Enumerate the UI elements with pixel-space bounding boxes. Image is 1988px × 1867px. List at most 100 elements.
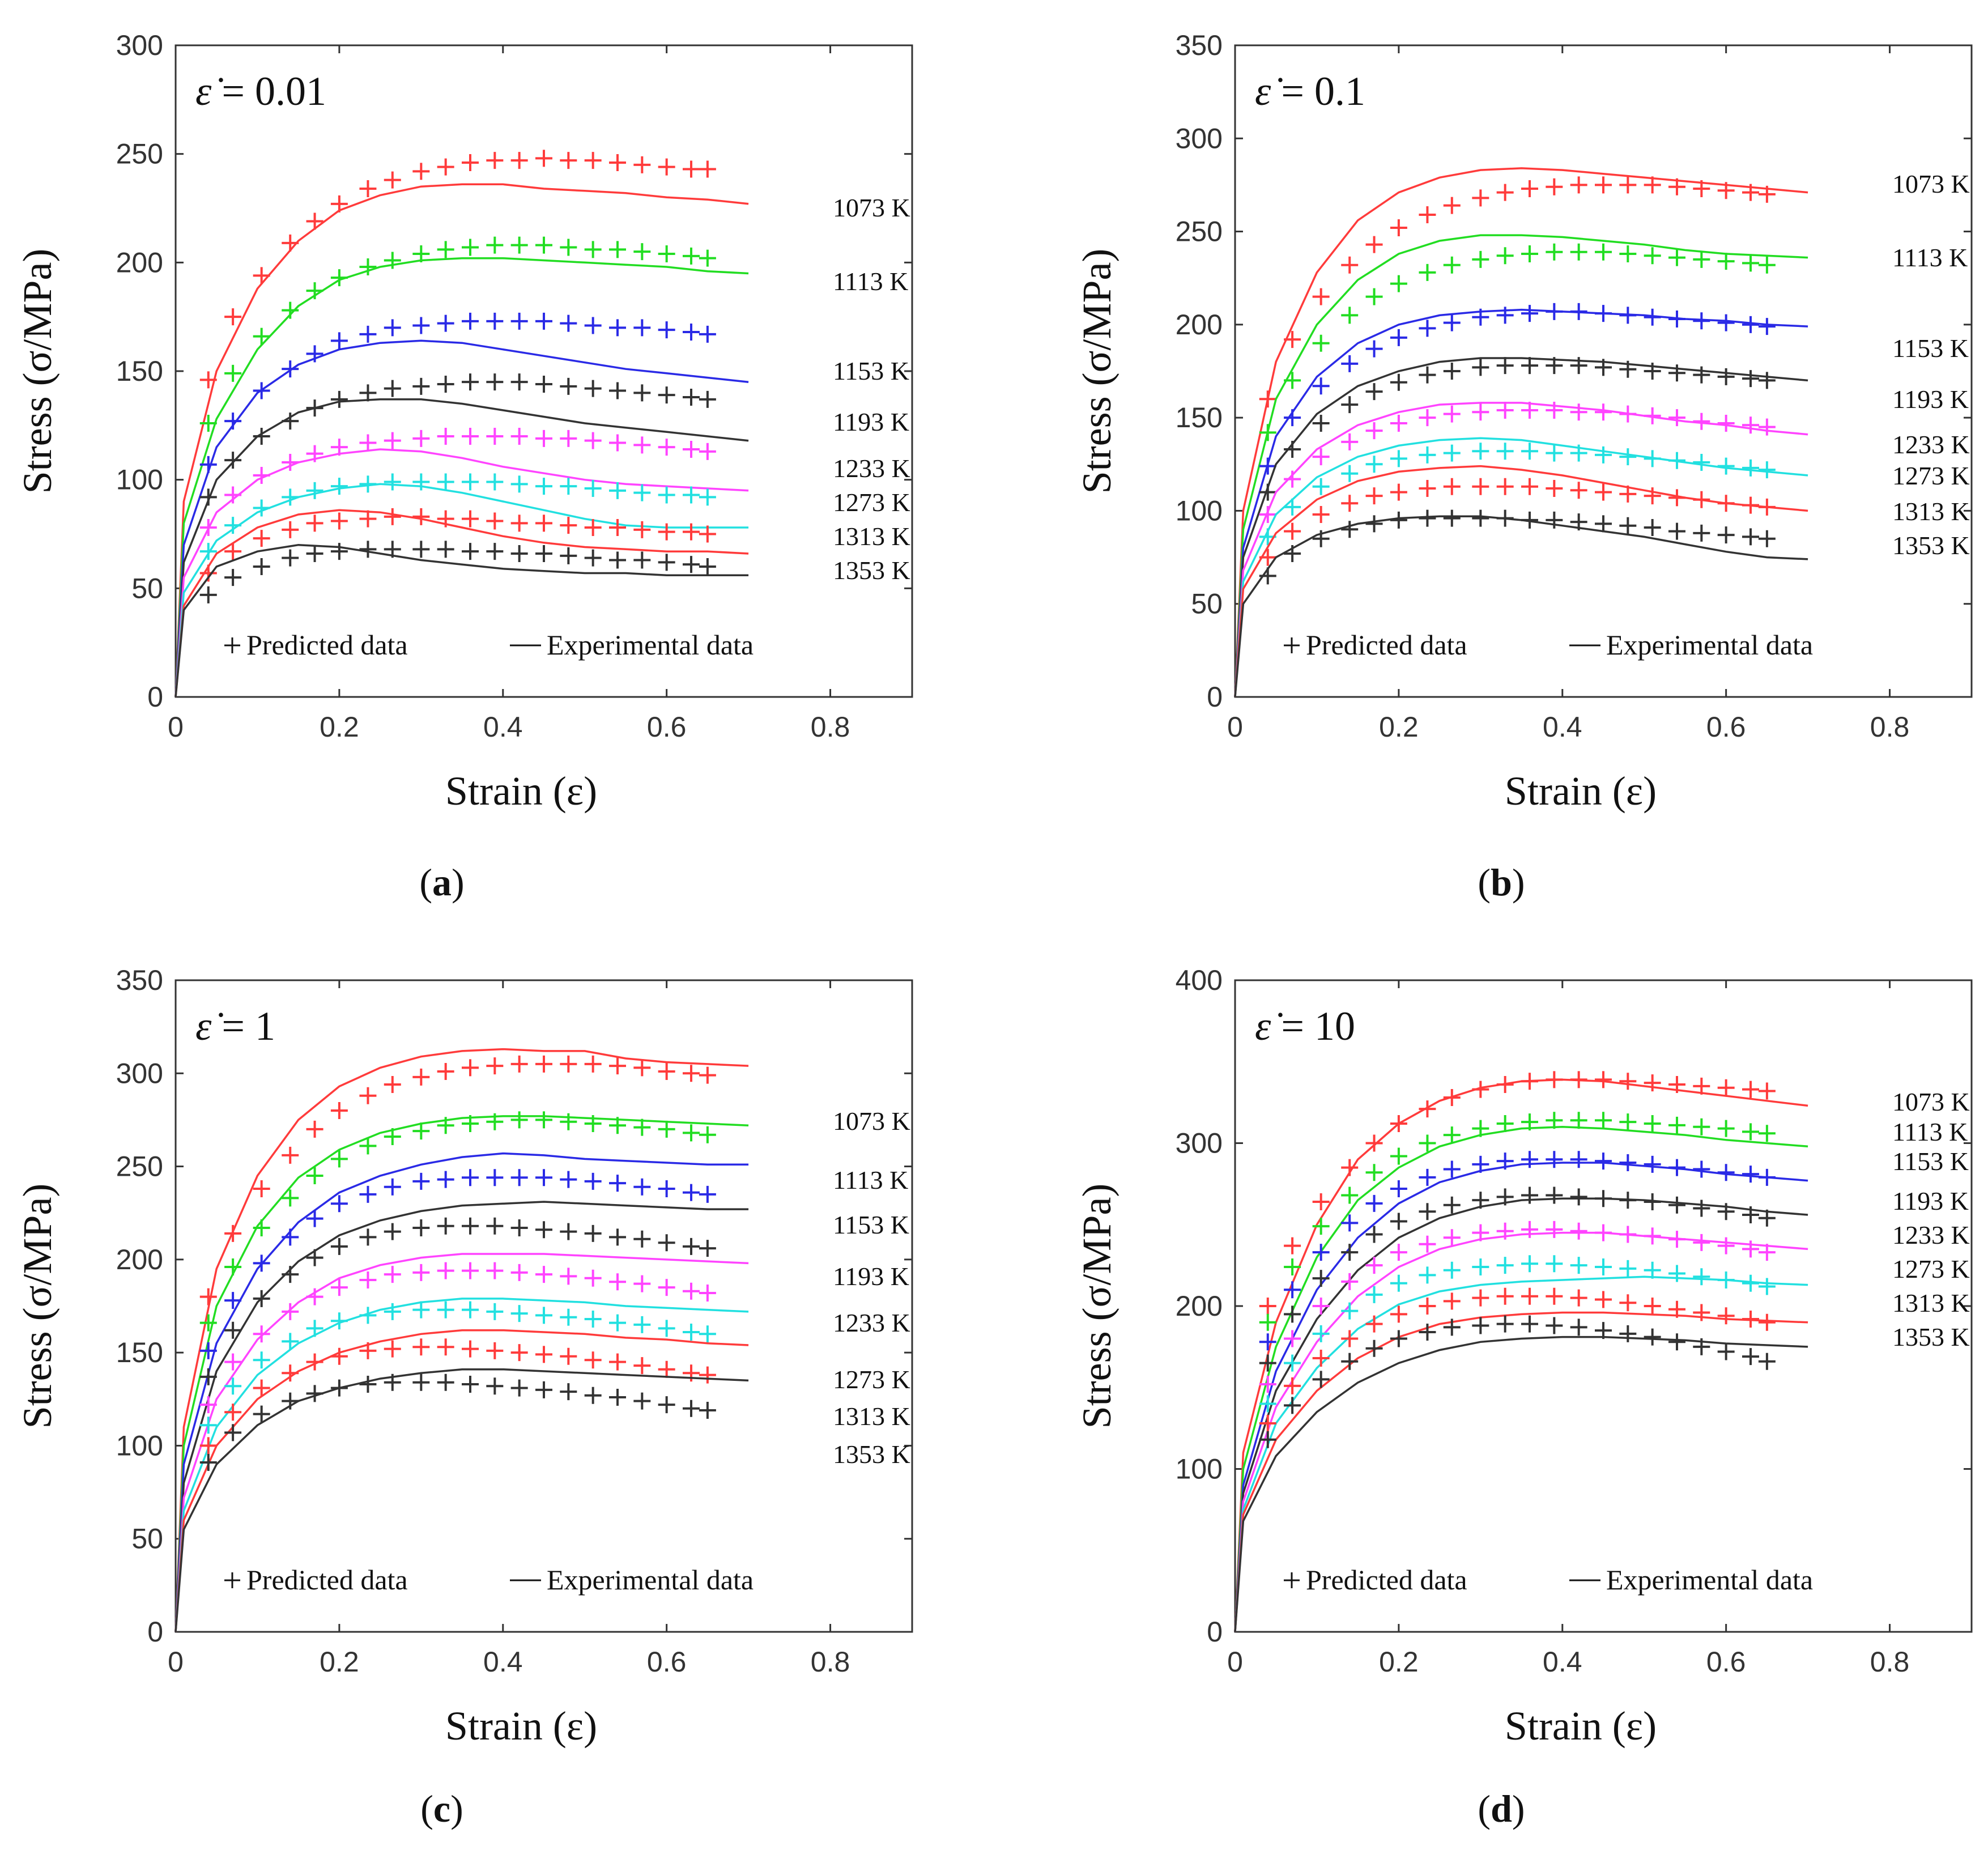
predicted-point (462, 473, 479, 491)
predicted-point (1312, 478, 1330, 495)
predicted-point (359, 475, 377, 493)
predicted-point (282, 454, 299, 471)
predicted-point (199, 1314, 217, 1332)
predicted-point (683, 324, 700, 341)
predicted-point (1365, 1164, 1383, 1181)
predicted-point (199, 1437, 217, 1455)
predicted-point (330, 1102, 348, 1119)
predicted-point (282, 1392, 299, 1410)
experimental-curve (174, 543, 749, 698)
predicted-point (1521, 1073, 1538, 1090)
y-tick-label: 50 (131, 1523, 163, 1555)
predicted-point (253, 1219, 270, 1236)
predicted-point (437, 473, 454, 491)
predicted-point (1496, 478, 1514, 495)
y-tick-label: 100 (116, 1430, 163, 1461)
predicted-point (1742, 1081, 1759, 1098)
predicted-point (1496, 402, 1514, 419)
predicted-point (1259, 1333, 1276, 1351)
legend-experimental-label: Experimental data (1606, 1564, 1813, 1596)
predicted-point (658, 1396, 675, 1414)
predicted-point (535, 1221, 552, 1239)
predicted-point (224, 1377, 242, 1395)
predicted-point (412, 1264, 430, 1281)
predicted-point (658, 486, 675, 504)
predicted-point (1546, 303, 1563, 320)
predicted-point (535, 1169, 552, 1186)
predicted-point (330, 1312, 348, 1330)
predicted-point (437, 1063, 454, 1080)
predicted-point (560, 1055, 577, 1073)
predicted-point (1341, 396, 1359, 414)
predicted-point (535, 1111, 552, 1129)
predicted-point (1312, 1371, 1330, 1388)
predicted-point (1644, 308, 1661, 326)
predicted-point (1546, 357, 1563, 375)
predicted-point (1742, 316, 1759, 333)
predicted-point (1259, 506, 1276, 523)
predicted-point (306, 1120, 323, 1138)
experimental-curve (1234, 465, 1808, 698)
predicted-point (510, 428, 528, 445)
predicted-point (1341, 433, 1359, 450)
predicted-point (1742, 496, 1759, 514)
predicted-point (633, 436, 651, 454)
predicted-point (609, 1353, 626, 1371)
series-1073k: 1073 K (174, 1048, 910, 1632)
y-axis-title: Stress (σ/MPa) (1074, 249, 1119, 494)
series-1113k: 1113 K (1234, 1112, 1968, 1632)
predicted-point (1284, 409, 1301, 427)
predicted-point (224, 1258, 242, 1275)
predicted-point (633, 551, 651, 569)
predicted-point (359, 1342, 377, 1359)
y-tick-label: 150 (116, 355, 163, 387)
predicted-point (1496, 1287, 1514, 1305)
predicted-point (486, 236, 504, 254)
predicted-point (683, 486, 700, 504)
predicted-point (1496, 1152, 1514, 1170)
predicted-point (1365, 1194, 1383, 1212)
predicted-point (535, 1346, 552, 1363)
y-tick-label: 150 (1176, 402, 1223, 433)
predicted-point (1546, 444, 1563, 462)
experimental-curve (174, 1048, 749, 1632)
experimental-curve (174, 1201, 749, 1632)
predicted-point (658, 245, 675, 262)
predicted-point (1693, 412, 1710, 430)
predicted-point (282, 360, 299, 378)
legend-predicted-label: Predicted data (246, 1564, 408, 1596)
predicted-point (384, 380, 401, 397)
predicted-point (1758, 1125, 1776, 1142)
predicted-point (1619, 1073, 1637, 1090)
predicted-point (1390, 275, 1407, 292)
predicted-point (1546, 1112, 1563, 1129)
predicted-point (253, 1351, 270, 1369)
predicted-point (1365, 340, 1383, 358)
series-1233k: 1233 K (1234, 402, 1970, 698)
predicted-point (384, 1223, 401, 1240)
predicted-point (1284, 522, 1301, 540)
predicted-point (609, 382, 626, 399)
predicted-point (699, 1325, 716, 1343)
strain-rate-value: = 10 (1281, 1003, 1355, 1049)
y-tick-label: 0 (1207, 1616, 1223, 1648)
y-tick-label: 250 (1176, 216, 1223, 248)
predicted-point (1365, 236, 1383, 253)
predicted-point (1693, 1200, 1710, 1217)
predicted-point (683, 1400, 700, 1417)
y-tick-label: 200 (116, 1244, 163, 1275)
predicted-point (1365, 1339, 1383, 1357)
predicted-point (1619, 1113, 1637, 1131)
temperature-label: 1073 K (833, 193, 910, 222)
predicted-point (699, 390, 716, 408)
legend-experimental-label: Experimental data (547, 629, 754, 661)
predicted-point (1546, 1151, 1563, 1168)
predicted-point (1717, 1237, 1735, 1254)
x-tick-label: 0.6 (1706, 711, 1746, 743)
predicted-point (412, 1122, 430, 1140)
predicted-point (1668, 1196, 1685, 1214)
predicted-point (1742, 459, 1759, 477)
predicted-point (1570, 1289, 1587, 1307)
predicted-point (633, 1357, 651, 1375)
predicted-point (1521, 245, 1538, 262)
